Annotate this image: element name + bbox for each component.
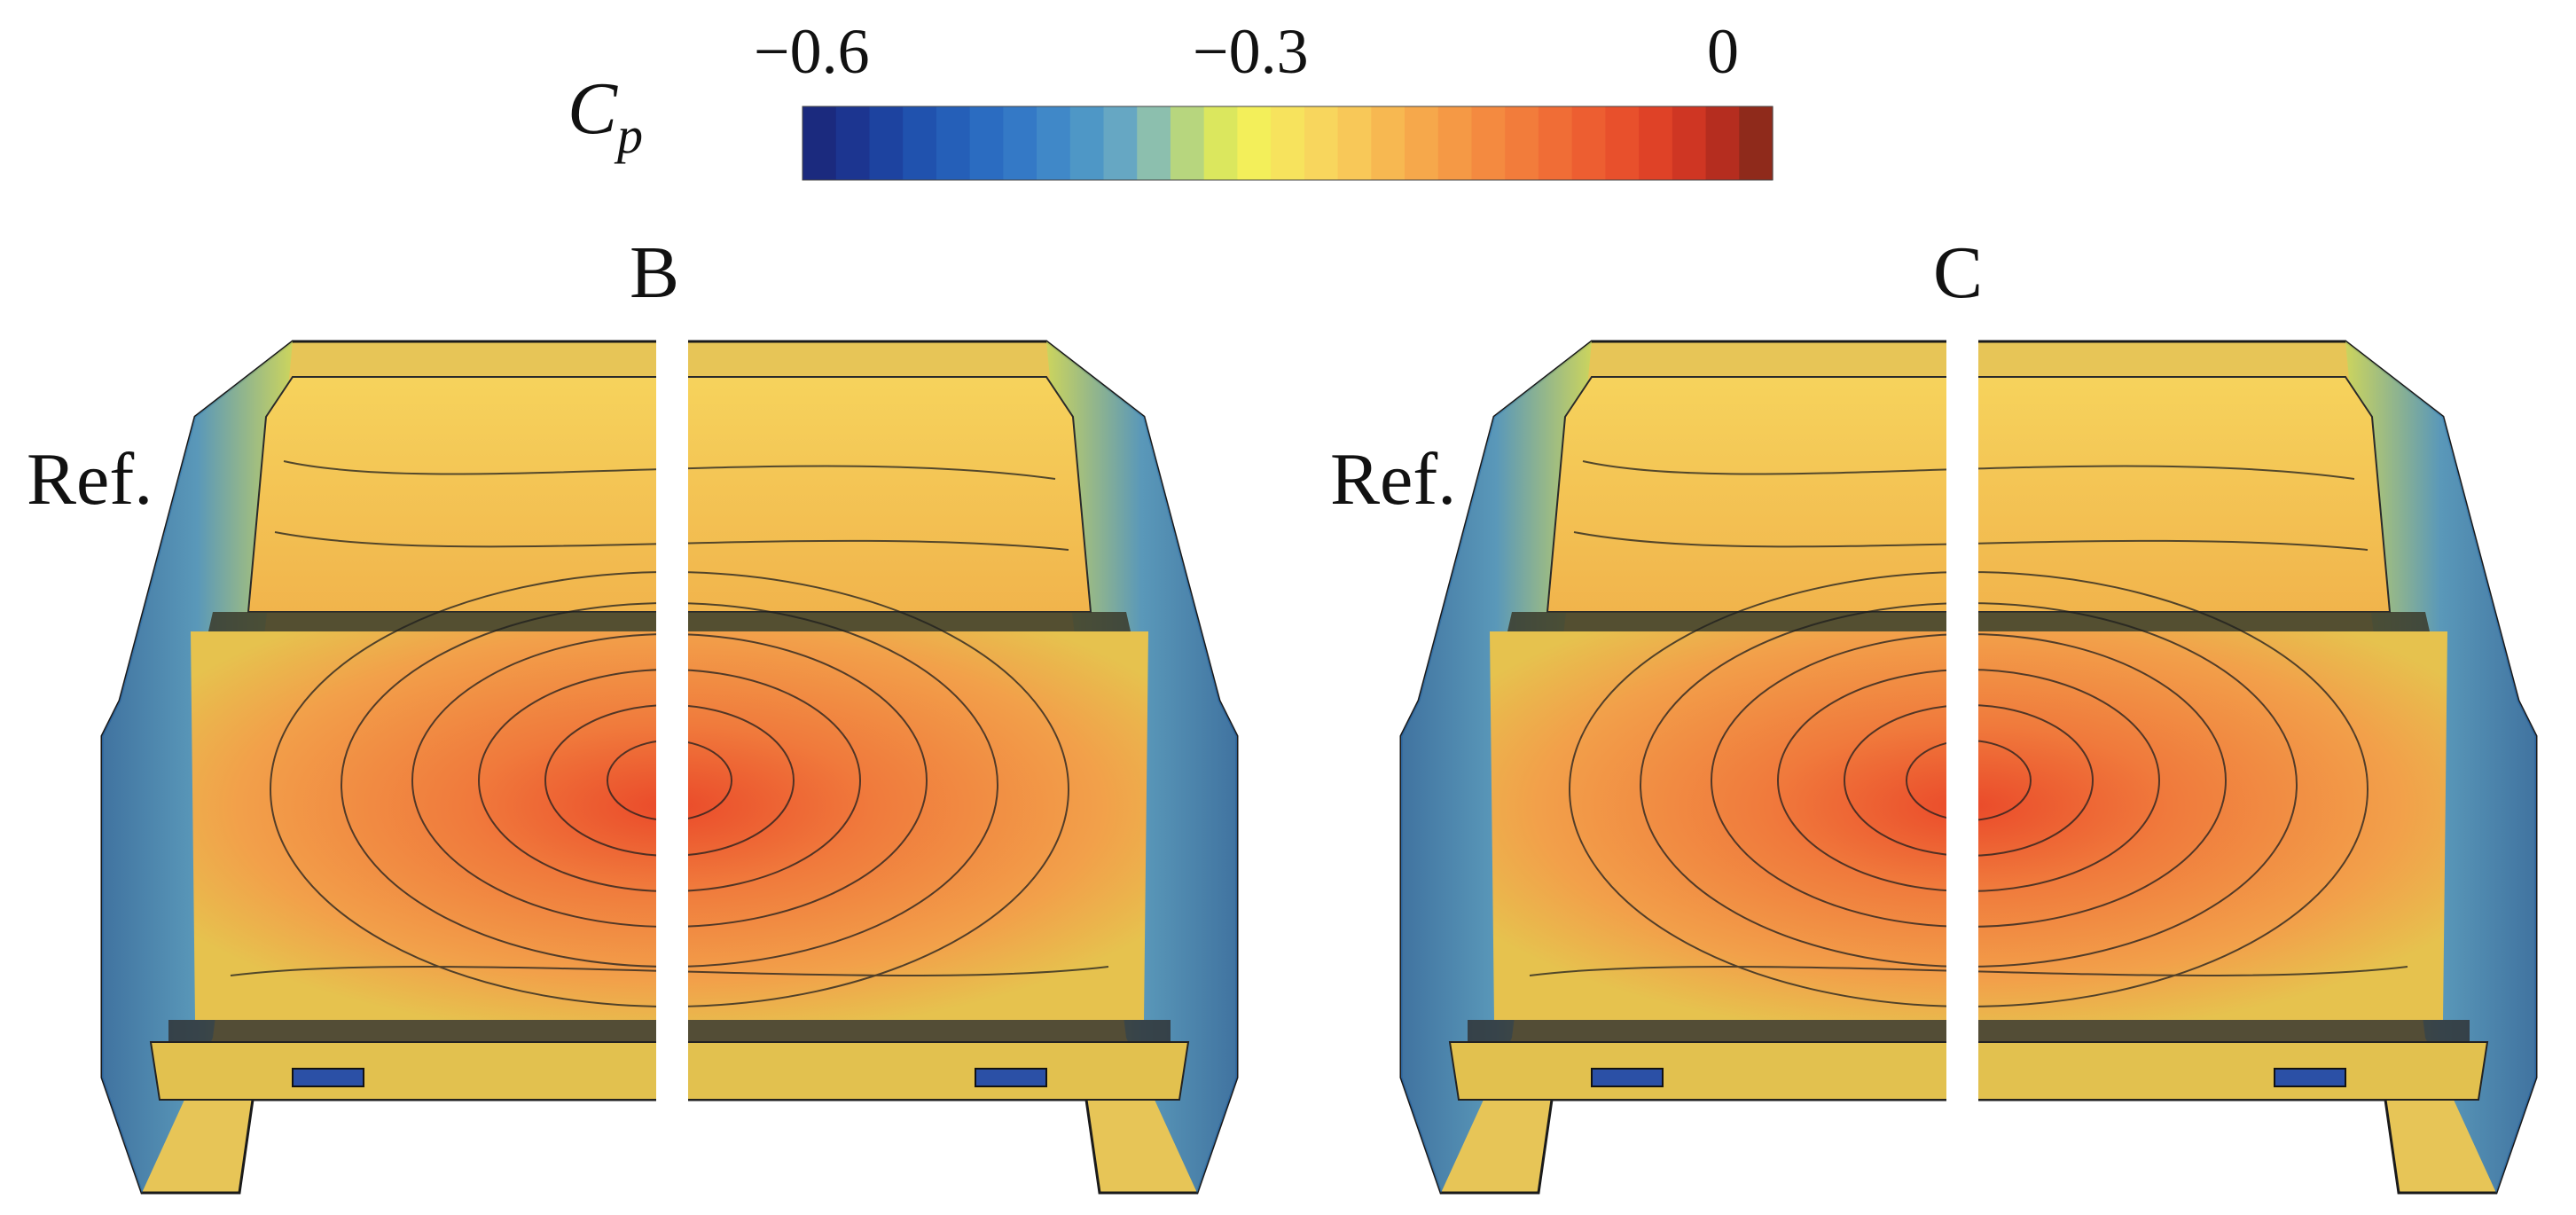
- colorbar-cell: [1405, 106, 1439, 180]
- split-divider-c: [1946, 337, 1978, 1215]
- colorbar-cell: [1538, 106, 1573, 180]
- colorbar-tick-min: −0.6: [754, 16, 870, 87]
- colorbar-frame: [802, 106, 1773, 181]
- colorbar-tick-mid: −0.3: [1193, 16, 1309, 87]
- colorbar-cell: [1471, 106, 1506, 180]
- panel-label-c: C: [1933, 231, 1983, 314]
- ref-label-b: Ref.: [27, 438, 153, 521]
- colorbar-cell: [1170, 106, 1205, 180]
- colorbar-cell: [835, 106, 871, 180]
- colorbar-cell: [1103, 106, 1138, 180]
- colorbar: Cp −0.6 −0.3 0: [568, 16, 1773, 181]
- panel-c: C Ref.: [1330, 231, 2538, 1215]
- colorbar-cell: [1304, 106, 1339, 180]
- colorbar-cell: [903, 106, 937, 180]
- colorbar-symbol-subscript: p: [614, 106, 643, 164]
- colorbar-cell: [1037, 106, 1071, 180]
- colorbar-tick-max: 0: [1707, 16, 1739, 87]
- colorbar-cell: [1639, 106, 1673, 180]
- colorbar-cell: [1237, 106, 1272, 180]
- colorbar-cell: [1003, 106, 1037, 180]
- colorbar-cell: [869, 106, 904, 180]
- colorbar-cell: [803, 106, 837, 180]
- colorbar-cell: [1672, 106, 1707, 180]
- colorbar-cell: [1371, 106, 1405, 180]
- colorbar-cell: [969, 106, 1004, 180]
- colorbar-cell: [1069, 106, 1105, 180]
- ref-label-c: Ref.: [1330, 438, 1456, 521]
- colorbar-symbol-main: C: [568, 67, 618, 150]
- colorbar-symbol: Cp: [568, 67, 643, 164]
- colorbar-cell: [1505, 106, 1539, 180]
- colorbar-cell: [1605, 106, 1640, 180]
- colorbar-cell: [936, 106, 971, 180]
- split-divider-b: [656, 337, 688, 1215]
- colorbar-cell: [1137, 106, 1171, 180]
- panel-label-b: B: [630, 231, 679, 314]
- colorbar-gradient: [803, 106, 1773, 180]
- colorbar-cell: [1271, 106, 1305, 180]
- panel-b: B Ref.: [27, 231, 1239, 1215]
- colorbar-cell: [1437, 106, 1473, 180]
- colorbar-cell: [1739, 106, 1773, 180]
- colorbar-cell: [1337, 106, 1372, 180]
- colorbar-cell: [1705, 106, 1740, 180]
- colorbar-cell: [1203, 106, 1239, 180]
- colorbar-cell: [1571, 106, 1606, 180]
